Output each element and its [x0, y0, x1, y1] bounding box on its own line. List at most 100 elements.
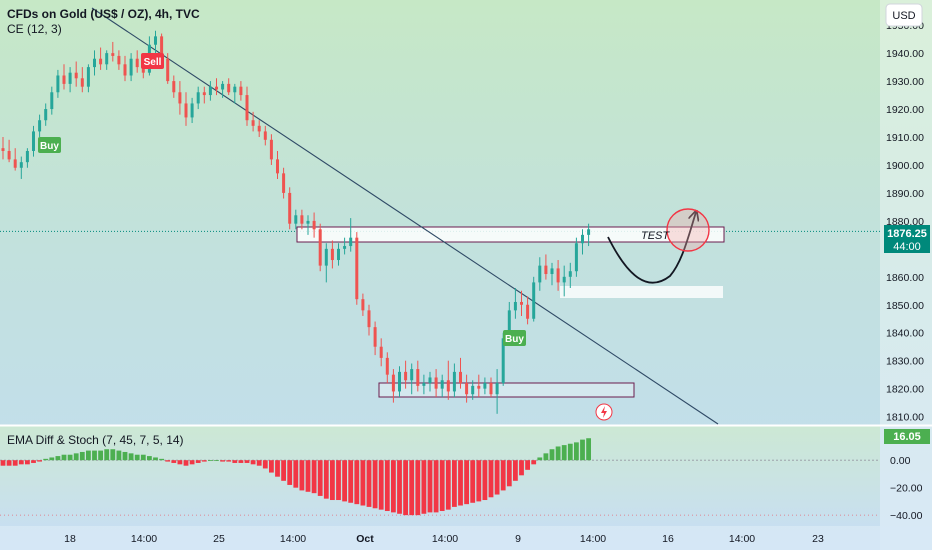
projection-arrow[interactable]: [607, 212, 696, 284]
oscillator-bar: [537, 457, 543, 461]
oscillator-bar: [317, 460, 323, 496]
bar-countdown: 44:00: [893, 241, 921, 253]
price-axis-background[interactable]: [880, 0, 932, 550]
candle: [227, 78, 231, 96]
candle: [587, 223, 591, 247]
candle: [513, 287, 517, 319]
candle-body: [93, 58, 96, 68]
oscillator-value-label: 16.05: [884, 429, 930, 444]
price-tick-label: 1930.00: [886, 76, 924, 88]
candle: [526, 296, 530, 325]
target-zone[interactable]: [560, 286, 723, 298]
currency-button[interactable]: USD: [885, 3, 923, 27]
candle-body: [355, 237, 359, 300]
currency-button-label: USD: [892, 10, 915, 22]
buy-signal-label-2[interactable]: Buy: [503, 330, 526, 346]
candle-body: [300, 215, 304, 224]
resistance-zone[interactable]: [296, 226, 725, 243]
oscillator-bar: [238, 460, 244, 463]
candle-body: [428, 377, 432, 384]
oscillator-bar: [122, 451, 128, 461]
candle-body: [495, 383, 499, 395]
symbol-title[interactable]: CFDs on Gold (US$ / OZ), 4h, TVC: [7, 7, 200, 21]
candle: [440, 374, 444, 398]
oscillator-value: 16.05: [893, 431, 921, 443]
sell-signal-label[interactable]: Sell: [141, 53, 164, 69]
candle-body: [581, 234, 584, 244]
candle-body: [562, 276, 566, 283]
sell-signal-text: Sell: [144, 57, 162, 68]
oscillator-bar: [488, 460, 494, 498]
candle-body: [574, 243, 578, 272]
time-axis-background[interactable]: [0, 526, 880, 550]
candle: [446, 360, 450, 400]
candle-body: [202, 92, 206, 96]
candle: [7, 139, 11, 163]
candle: [538, 257, 542, 291]
candle-body: [391, 374, 395, 392]
candle-body: [25, 150, 29, 163]
candle: [62, 64, 66, 90]
candle: [330, 240, 334, 269]
price-tick-label: 1900.00: [886, 160, 924, 172]
oscillator-bar: [366, 460, 372, 507]
time-tick-label: 14:00: [280, 533, 306, 545]
candle-body: [349, 237, 353, 247]
candle-body: [446, 380, 450, 392]
candle-body: [398, 371, 401, 392]
oscillator-bar: [0, 460, 6, 466]
candle: [373, 321, 377, 356]
target-circle[interactable]: [666, 208, 710, 252]
oscillator-bar: [427, 460, 433, 513]
candle: [428, 371, 432, 392]
oscillator-bar: [299, 460, 305, 491]
price-tick-label: 1890.00: [886, 188, 924, 200]
candle-body: [324, 248, 328, 266]
indicator-ce-title[interactable]: CE (12, 3): [7, 22, 62, 36]
candle-body: [330, 248, 334, 261]
oscillator-bar: [275, 460, 280, 477]
candle-body: [80, 78, 84, 87]
candle: [172, 75, 176, 98]
time-tick-label: 14:00: [729, 533, 755, 545]
candle-body: [68, 72, 72, 84]
time-tick-label: 14:00: [580, 533, 606, 545]
candle-body: [312, 220, 316, 230]
candle-body: [50, 92, 54, 110]
candle-body: [318, 229, 322, 266]
oscillator-bar: [384, 460, 390, 512]
candle-body: [117, 55, 121, 65]
buy-signal-label[interactable]: Buy: [38, 137, 61, 153]
oscillator-bar: [37, 460, 42, 462]
time-tick-label: 18: [64, 533, 76, 545]
candle: [367, 304, 371, 336]
candle: [361, 293, 365, 316]
oscillator-bar: [189, 460, 195, 465]
candle: [263, 125, 267, 146]
oscillator-bar: [116, 450, 122, 461]
oscillator-bar: [378, 460, 384, 510]
oscillator-bar: [543, 453, 549, 461]
candle-body: [196, 92, 200, 104]
candle: [465, 374, 469, 403]
candle: [556, 260, 560, 291]
candle-body: [410, 369, 414, 381]
oscillator-bar: [159, 458, 164, 461]
candle: [99, 47, 103, 70]
candle: [32, 125, 35, 157]
candle: [276, 150, 279, 179]
candle-body: [489, 383, 493, 395]
lightning-icon[interactable]: [595, 403, 613, 421]
downtrend-line[interactable]: [91, 7, 719, 425]
oscillator-bar: [323, 460, 329, 499]
candle-body: [526, 304, 530, 319]
oscillator-title[interactable]: EMA Diff & Stoch (7, 45, 7, 5, 14): [7, 433, 184, 447]
oscillator-bar: [208, 460, 213, 462]
oscillator-axis-ticks: 0.00 −20.00 −40.00: [890, 455, 923, 522]
oscillator-bar: [555, 446, 561, 461]
oscillator-bar: [519, 460, 524, 476]
candle: [550, 262, 554, 286]
oscillator-bar: [165, 460, 171, 462]
candle-body: [269, 139, 273, 160]
